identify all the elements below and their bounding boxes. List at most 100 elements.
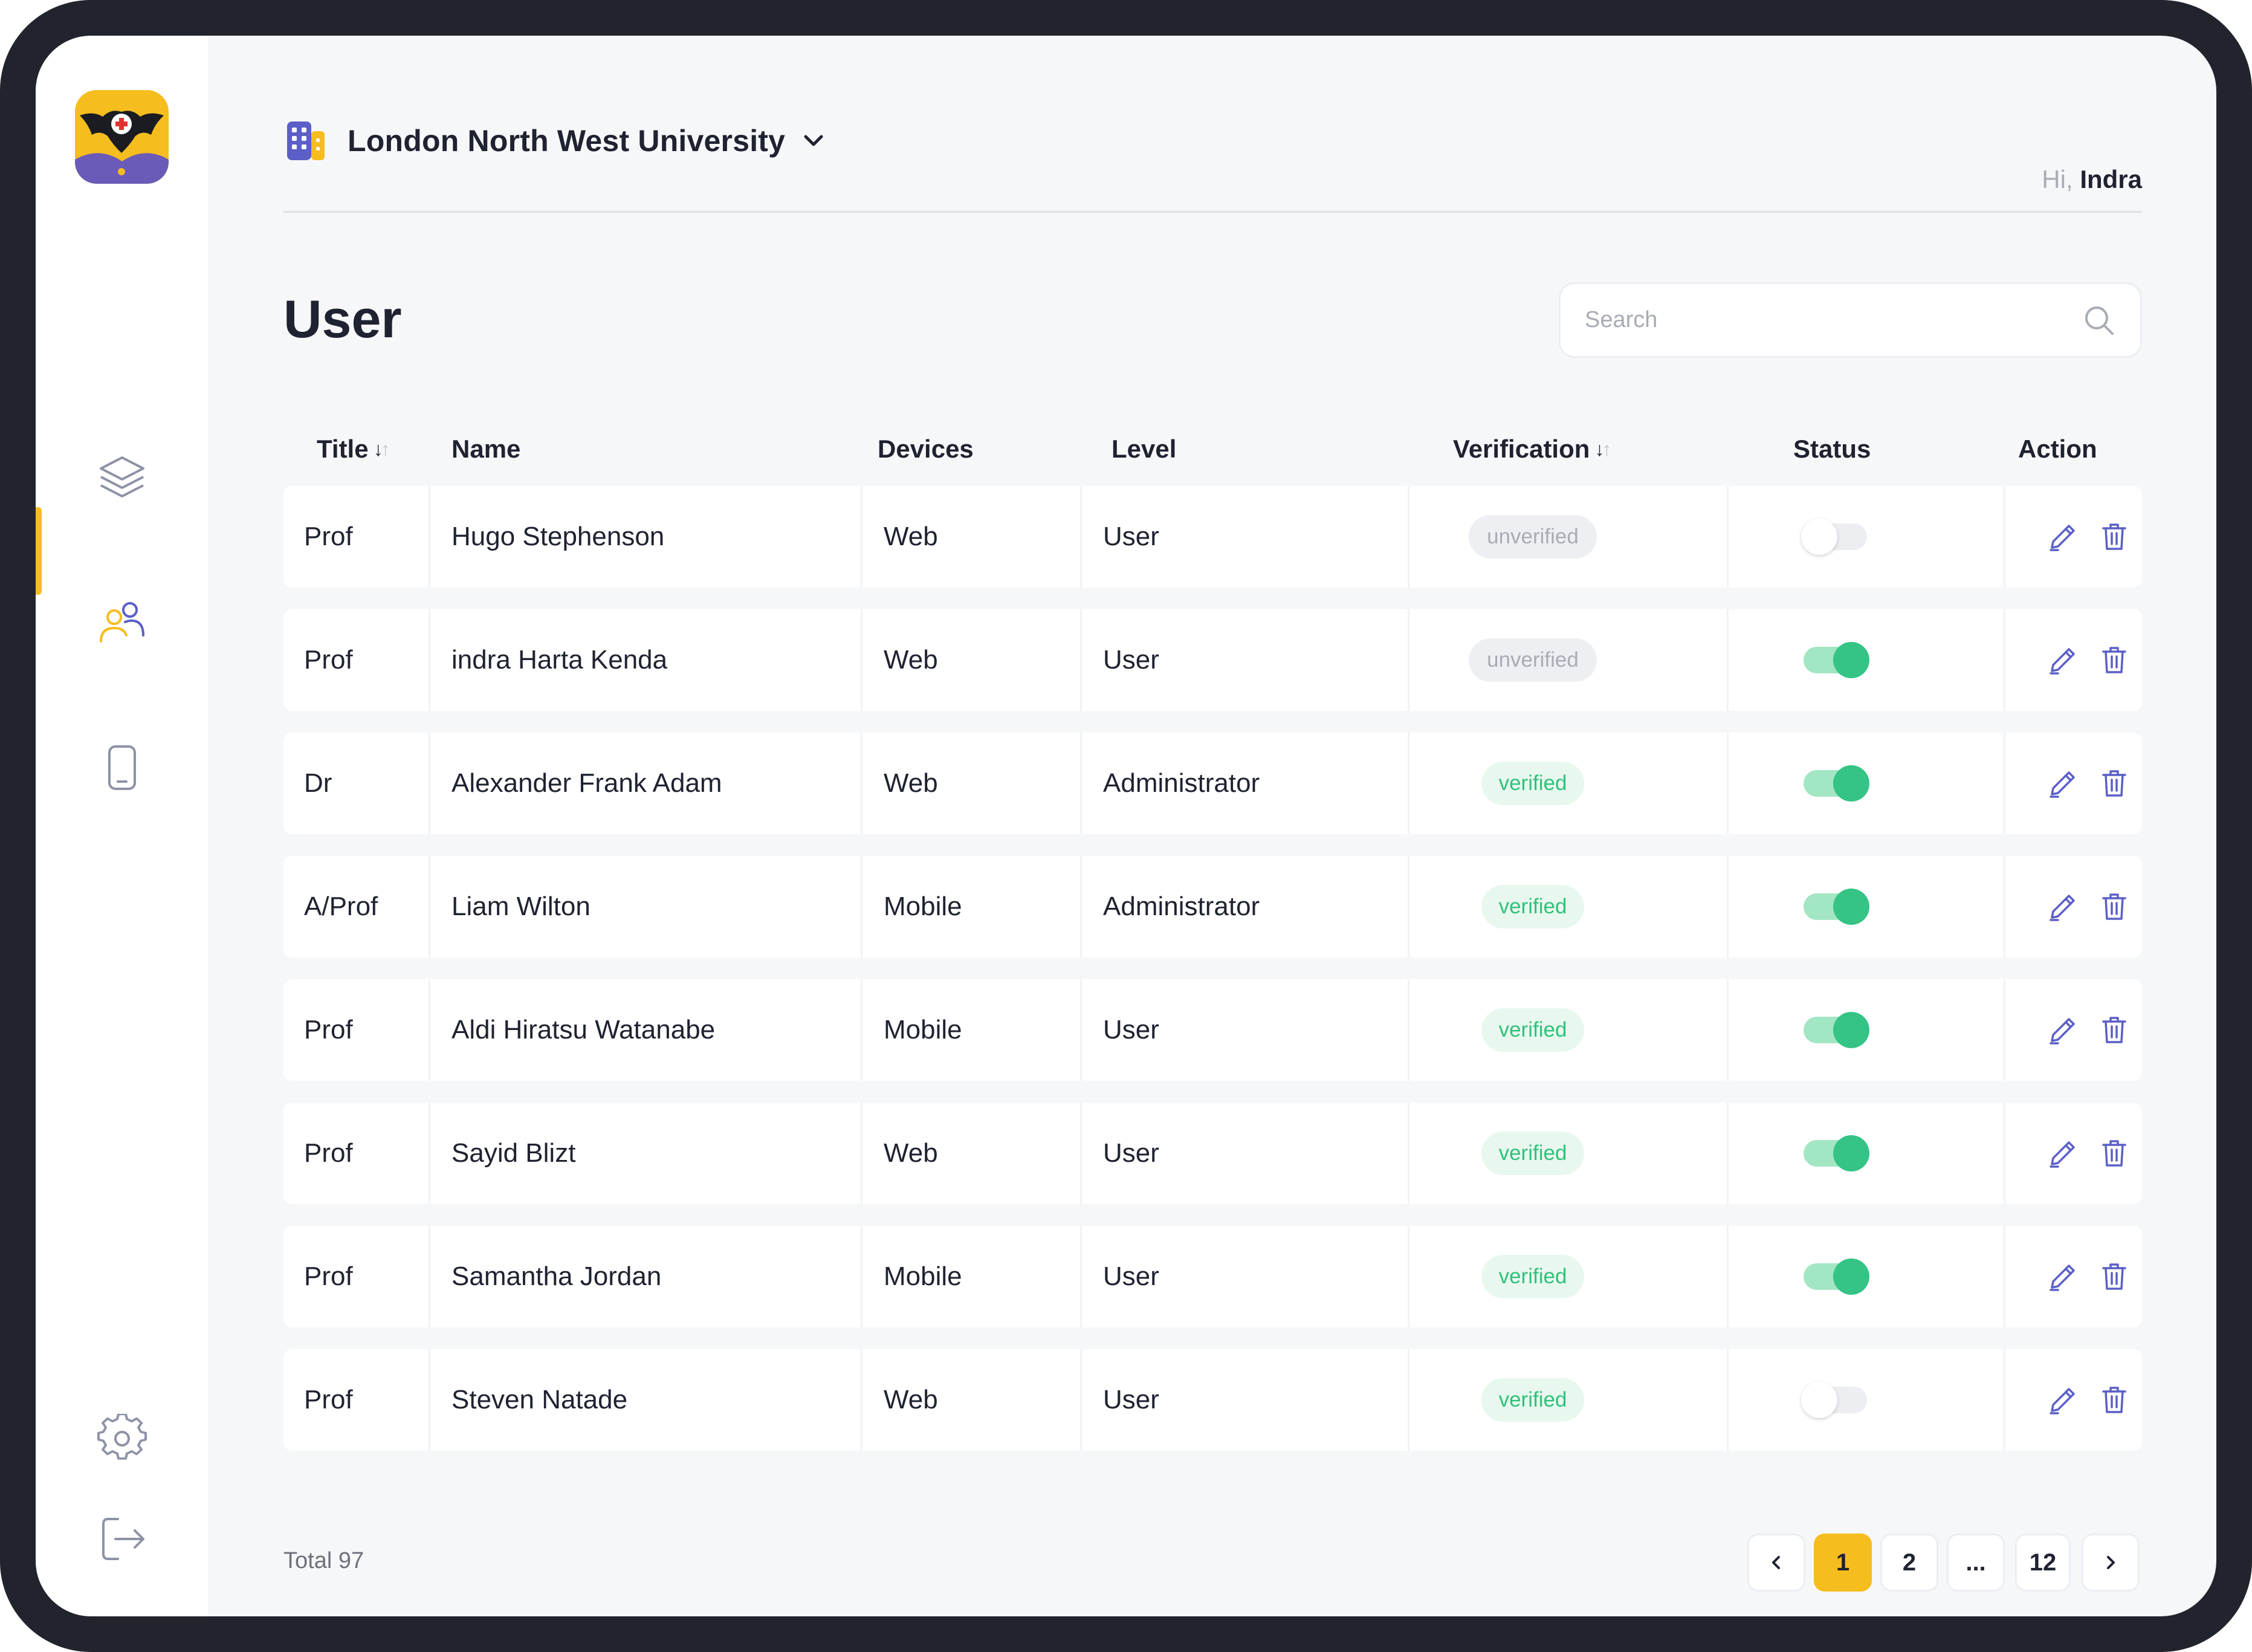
- delete-trash-icon[interactable]: [2095, 641, 2133, 679]
- delete-trash-icon[interactable]: [2095, 1011, 2133, 1049]
- sort-icon[interactable]: ↓↑: [373, 438, 390, 460]
- verification-badge: verified: [1481, 762, 1584, 805]
- cell-divider: [429, 733, 430, 834]
- page-button-12[interactable]: 12: [2015, 1534, 2071, 1592]
- logout-icon[interactable]: [97, 1514, 147, 1564]
- delete-trash-icon[interactable]: [2095, 765, 2133, 802]
- cell-divider: [2004, 979, 2005, 1081]
- edit-pencil-icon[interactable]: [2044, 518, 2082, 556]
- prev-page-button[interactable]: [1747, 1534, 1805, 1592]
- cell-title: Prof: [304, 522, 353, 551]
- table-row: Prof Samantha Jordan Mobile User verified: [283, 1226, 2142, 1327]
- cell-divider: [1727, 609, 1729, 711]
- column-name-label: Name: [451, 435, 521, 463]
- cell-divider: [861, 609, 862, 711]
- delete-trash-icon[interactable]: [2095, 1381, 2133, 1419]
- table-row: Prof Aldi Hiratsu Watanabe Mobile User verif…: [283, 979, 2142, 1081]
- toggle-knob: [1833, 889, 1869, 925]
- cell-divider: [2004, 1103, 2005, 1204]
- organization-selector[interactable]: London North West University: [348, 124, 786, 158]
- app-logo[interactable]: [75, 90, 169, 184]
- status-toggle[interactable]: [1804, 1135, 1869, 1171]
- sort-icon[interactable]: ↓↑: [1594, 438, 1611, 460]
- cell-title: Prof: [304, 1262, 353, 1291]
- cell-divider: [1727, 979, 1729, 1081]
- cell-divider: [861, 1103, 862, 1204]
- total-count: Total 97: [283, 1548, 364, 1573]
- edit-pencil-icon[interactable]: [2044, 1381, 2082, 1419]
- page-button-2[interactable]: 2: [1880, 1534, 1938, 1592]
- cell-name: Liam Wilton: [451, 892, 591, 921]
- cell-divider: [1080, 486, 1082, 588]
- table-row: Dr Alexander Frank Adam Web Administrator ve…: [283, 733, 2142, 834]
- device-icon[interactable]: [97, 743, 147, 792]
- toggle-knob: [1833, 642, 1869, 678]
- edit-pencil-icon[interactable]: [2044, 765, 2082, 802]
- bat-logo-icon: [75, 90, 169, 184]
- next-page-button[interactable]: [2082, 1534, 2140, 1592]
- status-toggle[interactable]: [1804, 765, 1869, 802]
- cell-divider: [1408, 979, 1409, 1081]
- edit-pencil-icon[interactable]: [2044, 888, 2082, 925]
- cell-divider: [861, 1226, 862, 1327]
- cell-divider: [2004, 609, 2005, 711]
- edit-pencil-icon[interactable]: [2044, 641, 2082, 679]
- toggle-knob: [1833, 1012, 1869, 1048]
- delete-trash-icon[interactable]: [2095, 518, 2133, 556]
- status-toggle[interactable]: [1804, 642, 1869, 678]
- cell-divider: [861, 486, 862, 588]
- table-row: Prof Steven Natade Web User verified: [283, 1349, 2142, 1451]
- edit-pencil-icon[interactable]: [2044, 1135, 2082, 1172]
- cell-divider: [861, 856, 862, 957]
- delete-trash-icon[interactable]: [2095, 1135, 2133, 1172]
- cell-title: Prof: [304, 1138, 353, 1168]
- cell-divider: [1408, 733, 1409, 834]
- status-toggle[interactable]: [1801, 1382, 1867, 1418]
- cell-divider: [1408, 1226, 1409, 1327]
- users-icon[interactable]: [97, 598, 147, 647]
- cell-name: Steven Natade: [451, 1385, 628, 1414]
- cell-title: Prof: [304, 645, 353, 675]
- cell-divider: [1727, 856, 1729, 957]
- app-screen: London North West University Hi, Indra U…: [36, 36, 2216, 1616]
- edit-pencil-icon[interactable]: [2044, 1258, 2082, 1295]
- column-header-name: Name: [451, 435, 520, 464]
- verification-badge: verified: [1481, 1132, 1584, 1175]
- verification-badge: unverified: [1469, 515, 1597, 559]
- delete-trash-icon[interactable]: [2095, 888, 2133, 925]
- cell-divider: [429, 856, 430, 957]
- toggle-knob: [1801, 1382, 1837, 1418]
- delete-trash-icon[interactable]: [2095, 1258, 2133, 1295]
- status-toggle[interactable]: [1801, 519, 1867, 555]
- user-name: Indra: [2080, 165, 2142, 193]
- cell-level: User: [1103, 1015, 1159, 1045]
- cell-level: User: [1103, 1262, 1159, 1291]
- verification-badge: verified: [1481, 1378, 1584, 1422]
- cell-device: Web: [884, 768, 938, 798]
- cell-title: Prof: [304, 1385, 353, 1414]
- chevron-right-icon: [2107, 1556, 2115, 1569]
- page-button-1[interactable]: 1: [1814, 1534, 1872, 1592]
- cell-device: Web: [884, 1385, 938, 1414]
- column-level-label: Level: [1111, 435, 1177, 463]
- cell-divider: [1408, 486, 1409, 588]
- cell-divider: [1408, 1103, 1409, 1204]
- cell-divider: [1727, 486, 1729, 588]
- status-toggle[interactable]: [1804, 889, 1869, 925]
- cell-divider: [1408, 856, 1409, 957]
- cell-title: A/Prof: [304, 892, 378, 921]
- status-toggle[interactable]: [1804, 1258, 1869, 1295]
- status-toggle[interactable]: [1804, 1012, 1869, 1048]
- column-header-title[interactable]: Title ↓↑: [317, 435, 390, 464]
- search-input[interactable]: [1585, 307, 2082, 333]
- column-header-action: Action: [2018, 435, 2097, 464]
- table-row: Prof Sayid Blizt Web User verified: [283, 1103, 2142, 1204]
- page-ellipsis[interactable]: ...: [1947, 1534, 2005, 1592]
- layers-icon[interactable]: [97, 453, 147, 502]
- gear-icon[interactable]: [97, 1414, 147, 1463]
- search-box: [1559, 282, 2142, 358]
- edit-pencil-icon[interactable]: [2044, 1011, 2082, 1049]
- search-icon[interactable]: [2082, 303, 2116, 337]
- column-header-verification[interactable]: Verification ↓↑: [1453, 435, 1611, 464]
- chevron-down-icon[interactable]: [798, 126, 829, 156]
